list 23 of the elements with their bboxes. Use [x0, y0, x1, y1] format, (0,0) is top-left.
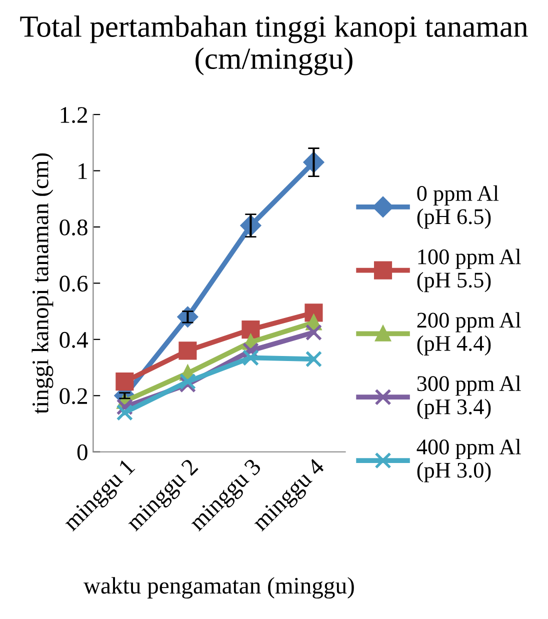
- point: [116, 404, 134, 421]
- legend-label: 300 ppm Al (pH 3.4): [417, 375, 521, 419]
- chart-title: Total pertambahan tinggi kanopi tanaman (cm/minggu): [20, 15, 528, 76]
- legend-label: 200 ppm Al (pH 4.4): [417, 312, 521, 356]
- point: [305, 350, 322, 368]
- y-tick-label: 1.2: [60, 107, 87, 124]
- legend-label: 100 ppm Al (pH 5.5): [417, 248, 521, 292]
- point: [178, 342, 197, 360]
- point: [179, 373, 196, 390]
- point: [116, 372, 134, 391]
- y-tick-label: 0.2: [60, 388, 87, 404]
- y-tick-label: 0.4: [60, 332, 88, 348]
- y-tick-label: 0: [77, 444, 88, 460]
- point: [305, 324, 322, 341]
- y-axis-title: tinggi kanopi tanaman (cm): [32, 153, 54, 414]
- y-tick-label: 0.8: [60, 219, 88, 236]
- y-tick-label: 1: [78, 163, 87, 179]
- x-axis-title: waktu pengamatan (minggu): [83, 577, 354, 599]
- y-tick-label: 0.6: [60, 276, 88, 292]
- legend-label: 0 ppm Al (pH 6.5): [417, 185, 499, 229]
- point: [242, 349, 260, 366]
- point: [242, 320, 260, 339]
- legend-label: 400 ppm Al (pH 3.0): [416, 438, 521, 482]
